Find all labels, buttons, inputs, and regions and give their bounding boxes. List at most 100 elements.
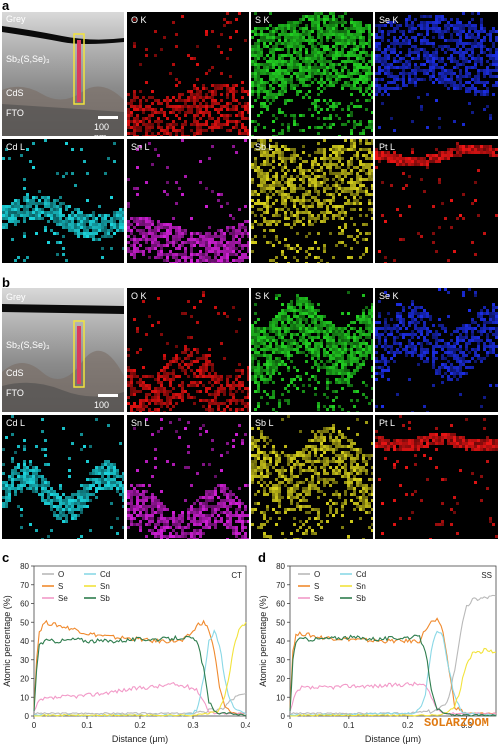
plot-c-xtick-label: 0: [32, 721, 37, 730]
plot-d-ytick-label: 40: [276, 637, 285, 646]
panel-a-map-s-label: S K: [255, 15, 270, 25]
panel-b-map-cd-label: Cd L: [6, 418, 25, 428]
panel-b-map-pt-label: Pt L: [379, 418, 395, 428]
plot-c-tag: CT: [231, 571, 242, 580]
a-tile-texture-4: [127, 139, 249, 263]
plot-c-xtick-label: 0.1: [81, 721, 93, 730]
panel-b-map-o: O K: [127, 288, 249, 412]
panel-a-map-sn-label: Sn L: [131, 142, 150, 152]
b-tile-texture-2: [375, 288, 498, 412]
panel-a-map-pt-label: Pt L: [379, 142, 395, 152]
plot-d-ylabel: Atomic percentage (%): [258, 595, 268, 687]
panel-a-map-cd-label: Cd L: [6, 142, 25, 152]
plot-c-series-sb: [34, 636, 246, 716]
plot-d-ytick-label: 80: [276, 562, 285, 571]
panel-b-map-sb: Sb L: [251, 415, 373, 539]
panel-a-scale-bar: [98, 116, 118, 119]
panel-b-map-sb-label: Sb L: [255, 418, 274, 428]
panel-b-scale-bar: [98, 394, 118, 397]
b-tile-texture-3: [2, 415, 124, 539]
plot-c-series-sn: [34, 622, 246, 716]
plot-d-ytick-label: 20: [276, 675, 285, 684]
panel-a-map-o: O K: [127, 12, 249, 136]
plot-d-legend-label: S: [314, 582, 319, 591]
plot-c-ytick-label: 10: [20, 693, 29, 702]
plot-d-legend-label: Se: [314, 594, 324, 603]
plot-c-xtick-label: 0.4: [240, 721, 250, 730]
plot-c-series-se: [34, 683, 246, 715]
panel-a-map-cd: Cd L: [2, 139, 124, 263]
plot-c-series-cd: [34, 631, 246, 716]
plot-d-xtick-label: 0.2: [402, 721, 414, 730]
plot-d-series-se: [290, 682, 496, 714]
plot-c-legend-label: Sn: [100, 582, 110, 591]
plot-c-ytick-label: 80: [20, 562, 29, 571]
plot-c-xtick-label: 0.2: [134, 721, 146, 730]
a-tile-texture-2: [375, 12, 498, 136]
panel-a-layer-cds: CdS: [6, 88, 24, 98]
panel-a-map-se: Se K: [375, 12, 498, 136]
panel-a-map-se-label: Se K: [379, 15, 399, 25]
plot-d-legend-label: Sb: [356, 594, 366, 603]
panel-b-map-pt: Pt L: [375, 415, 498, 539]
a-tile-texture-0: [127, 12, 249, 136]
plot-c-legend-label: O: [58, 570, 64, 579]
plot-c-ytick-label: 0: [25, 712, 30, 721]
a-tile-texture-6: [375, 139, 498, 263]
plot-c-ytick-label: 60: [20, 600, 29, 609]
plot-d-series-s: [290, 618, 496, 714]
panel-b-layer-fto: FTO: [6, 388, 24, 398]
panel-b-map-o-label: O K: [131, 291, 147, 301]
panel-b-map-se: Se K: [375, 288, 498, 412]
plot-c-ytick-label: 50: [20, 618, 29, 627]
plot-d-xlabel: Distance (μm): [365, 734, 421, 744]
plot-d-tag: SS: [481, 571, 492, 580]
panel-a-layer-sbsse: Sb₂(S,Se)₃: [6, 54, 50, 64]
a-tile-texture-3: [2, 139, 124, 263]
plot-d-xtick-label: 0.1: [343, 721, 355, 730]
plot-c-ytick-label: 30: [20, 656, 29, 665]
panel-b-map-sn-label: Sn L: [131, 418, 150, 428]
panel-b-map-s: S K: [251, 288, 373, 412]
panel-a-grey-image: Grey Sb₂(S,Se)₃ CdS FTO 100 nm: [2, 12, 124, 136]
panel-a-scale-label: 100 nm: [94, 122, 124, 136]
plot-c-legend-label: Se: [58, 594, 68, 603]
plot-c-xlabel: Distance (μm): [112, 734, 168, 744]
panel-b-map-s-label: S K: [255, 291, 270, 301]
b-tile-texture-0: [127, 288, 249, 412]
plot-c-ytick-label: 20: [20, 675, 29, 684]
plot-d-series-cd: [290, 631, 496, 716]
panel-b-map-cd: Cd L: [2, 415, 124, 539]
panel-a-map-sb-label: Sb L: [255, 142, 274, 152]
plot-c-ytick-label: 40: [20, 637, 29, 646]
a-tile-texture-5: [251, 139, 373, 263]
plot-d-ytick-label: 50: [276, 618, 285, 627]
plot-d-xtick-label: 0: [288, 721, 293, 730]
panel-a-grey-title: Grey: [6, 14, 26, 24]
plot-d-ytick-label: 60: [276, 600, 285, 609]
plot-d-series-o: [290, 595, 496, 714]
panel-b-grey-title: Grey: [6, 292, 26, 302]
plot-d-ytick-label: 30: [276, 656, 285, 665]
b-tile-texture-6: [375, 415, 498, 539]
panel-b-map-se-label: Se K: [379, 291, 399, 301]
watermark: SOLARZOOM: [424, 716, 489, 730]
plot-d-series-sn: [290, 649, 496, 717]
panel-a-layer-fto: FTO: [6, 108, 24, 118]
panel-b-layer-cds: CdS: [6, 368, 24, 378]
plot-c-ylabel: Atomic percentage (%): [2, 595, 12, 687]
b-tile-texture-4: [127, 415, 249, 539]
panel-b-scale-label: 100 nm: [94, 400, 124, 412]
panel-b-layer-sbsse: Sb₂(S,Se)₃: [6, 340, 50, 350]
plot-d-legend-label: Cd: [356, 570, 366, 579]
b-tile-texture-1: [251, 288, 373, 412]
plot-c-legend-label: S: [58, 582, 63, 591]
a-tile-texture-1: [251, 12, 373, 136]
panel-a-map-sb: Sb L: [251, 139, 373, 263]
plot-d-legend-label: O: [314, 570, 320, 579]
panel-b-grey-image: Grey Sb₂(S,Se)₃ CdS FTO 100 nm: [2, 288, 124, 412]
panel-a-map-s: S K: [251, 12, 373, 136]
plot-c-legend-label: Sb: [100, 594, 110, 603]
